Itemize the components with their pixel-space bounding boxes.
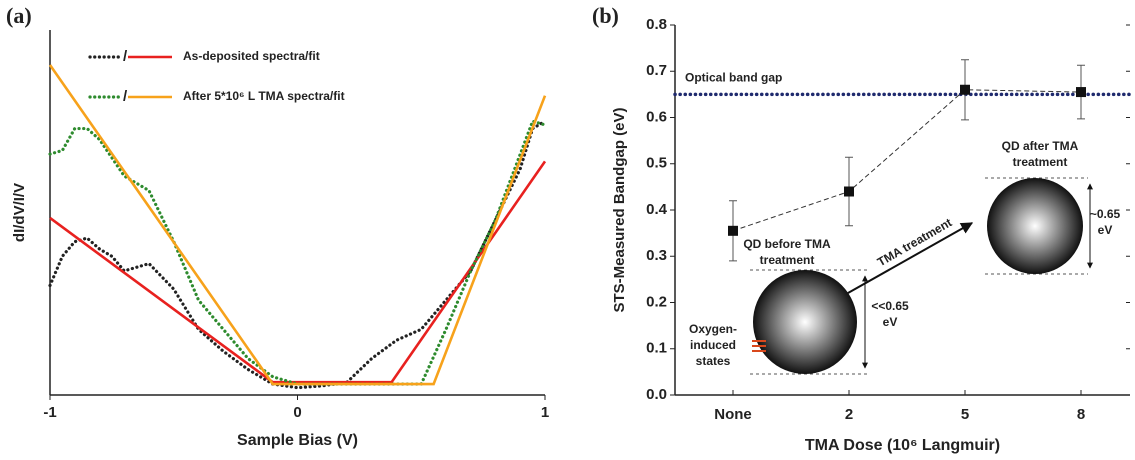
- annotation: eV: [883, 315, 898, 329]
- x-tick-label: 0: [293, 404, 301, 421]
- annotation: QD after TMA: [1002, 139, 1079, 153]
- panel-label: (b): [592, 3, 619, 28]
- series-line: [48, 119, 547, 386]
- x-axis-label: Sample Bias (V): [237, 432, 358, 449]
- y-tick-label: 0.6: [646, 108, 667, 125]
- annotation: treatment: [1013, 155, 1068, 169]
- y-axis-label: STS-Measured Bandgap (eV): [611, 107, 628, 312]
- legend-separator: /: [123, 48, 128, 65]
- x-tick-label: None: [714, 406, 752, 423]
- reference-label: Optical band gap: [685, 71, 782, 85]
- marker: [1076, 87, 1086, 98]
- y-tick-label: 0.8: [646, 16, 667, 33]
- annotation: induced: [690, 338, 736, 352]
- x-tick-label: 1: [541, 404, 549, 421]
- annotation: states: [696, 354, 731, 368]
- y-tick-label: 0.5: [646, 155, 667, 172]
- x-axis-label: TMA Dose (10⁶ Langmuir): [805, 437, 1000, 454]
- annotation: Oxygen-: [689, 322, 737, 336]
- series-line: [49, 160, 547, 384]
- annotation: <<0.65: [871, 299, 909, 313]
- annotation: ~0.65: [1090, 207, 1121, 221]
- x-tick-label: -1: [43, 404, 56, 421]
- legend-label: As-deposited spectra/fit: [183, 49, 320, 63]
- panel-label: (a): [6, 3, 32, 28]
- series-line: [48, 64, 547, 386]
- quantum-dot: [753, 270, 857, 374]
- y-tick-label: 0.2: [646, 293, 667, 310]
- annotation: QD before TMA: [743, 237, 831, 251]
- y-tick-label: 0.1: [646, 340, 667, 357]
- y-tick-label: 0.4: [646, 201, 668, 218]
- legend-label: After 5*10⁶ L TMA spectra/fit: [183, 89, 345, 103]
- y-tick-label: 0.3: [646, 247, 667, 264]
- x-tick-label: 8: [1077, 406, 1085, 423]
- annotation: TMA treatment: [875, 215, 954, 269]
- x-tick-label: 5: [961, 406, 969, 423]
- diagram: [750, 177, 1093, 375]
- marker: [960, 84, 970, 95]
- legend-separator: /: [123, 88, 128, 105]
- marker: [728, 225, 738, 236]
- quantum-dot: [987, 178, 1083, 274]
- annotation: eV: [1098, 223, 1113, 237]
- y-tick-label: 0.0: [646, 386, 667, 403]
- x-tick-label: 2: [845, 406, 853, 423]
- marker: [844, 186, 854, 197]
- y-tick-label: 0.7: [646, 62, 667, 79]
- y-axis-label: dI/dV/I/V: [11, 183, 28, 242]
- series-line: [48, 119, 547, 390]
- annotation: treatment: [760, 253, 815, 267]
- process-arrow: [847, 222, 974, 294]
